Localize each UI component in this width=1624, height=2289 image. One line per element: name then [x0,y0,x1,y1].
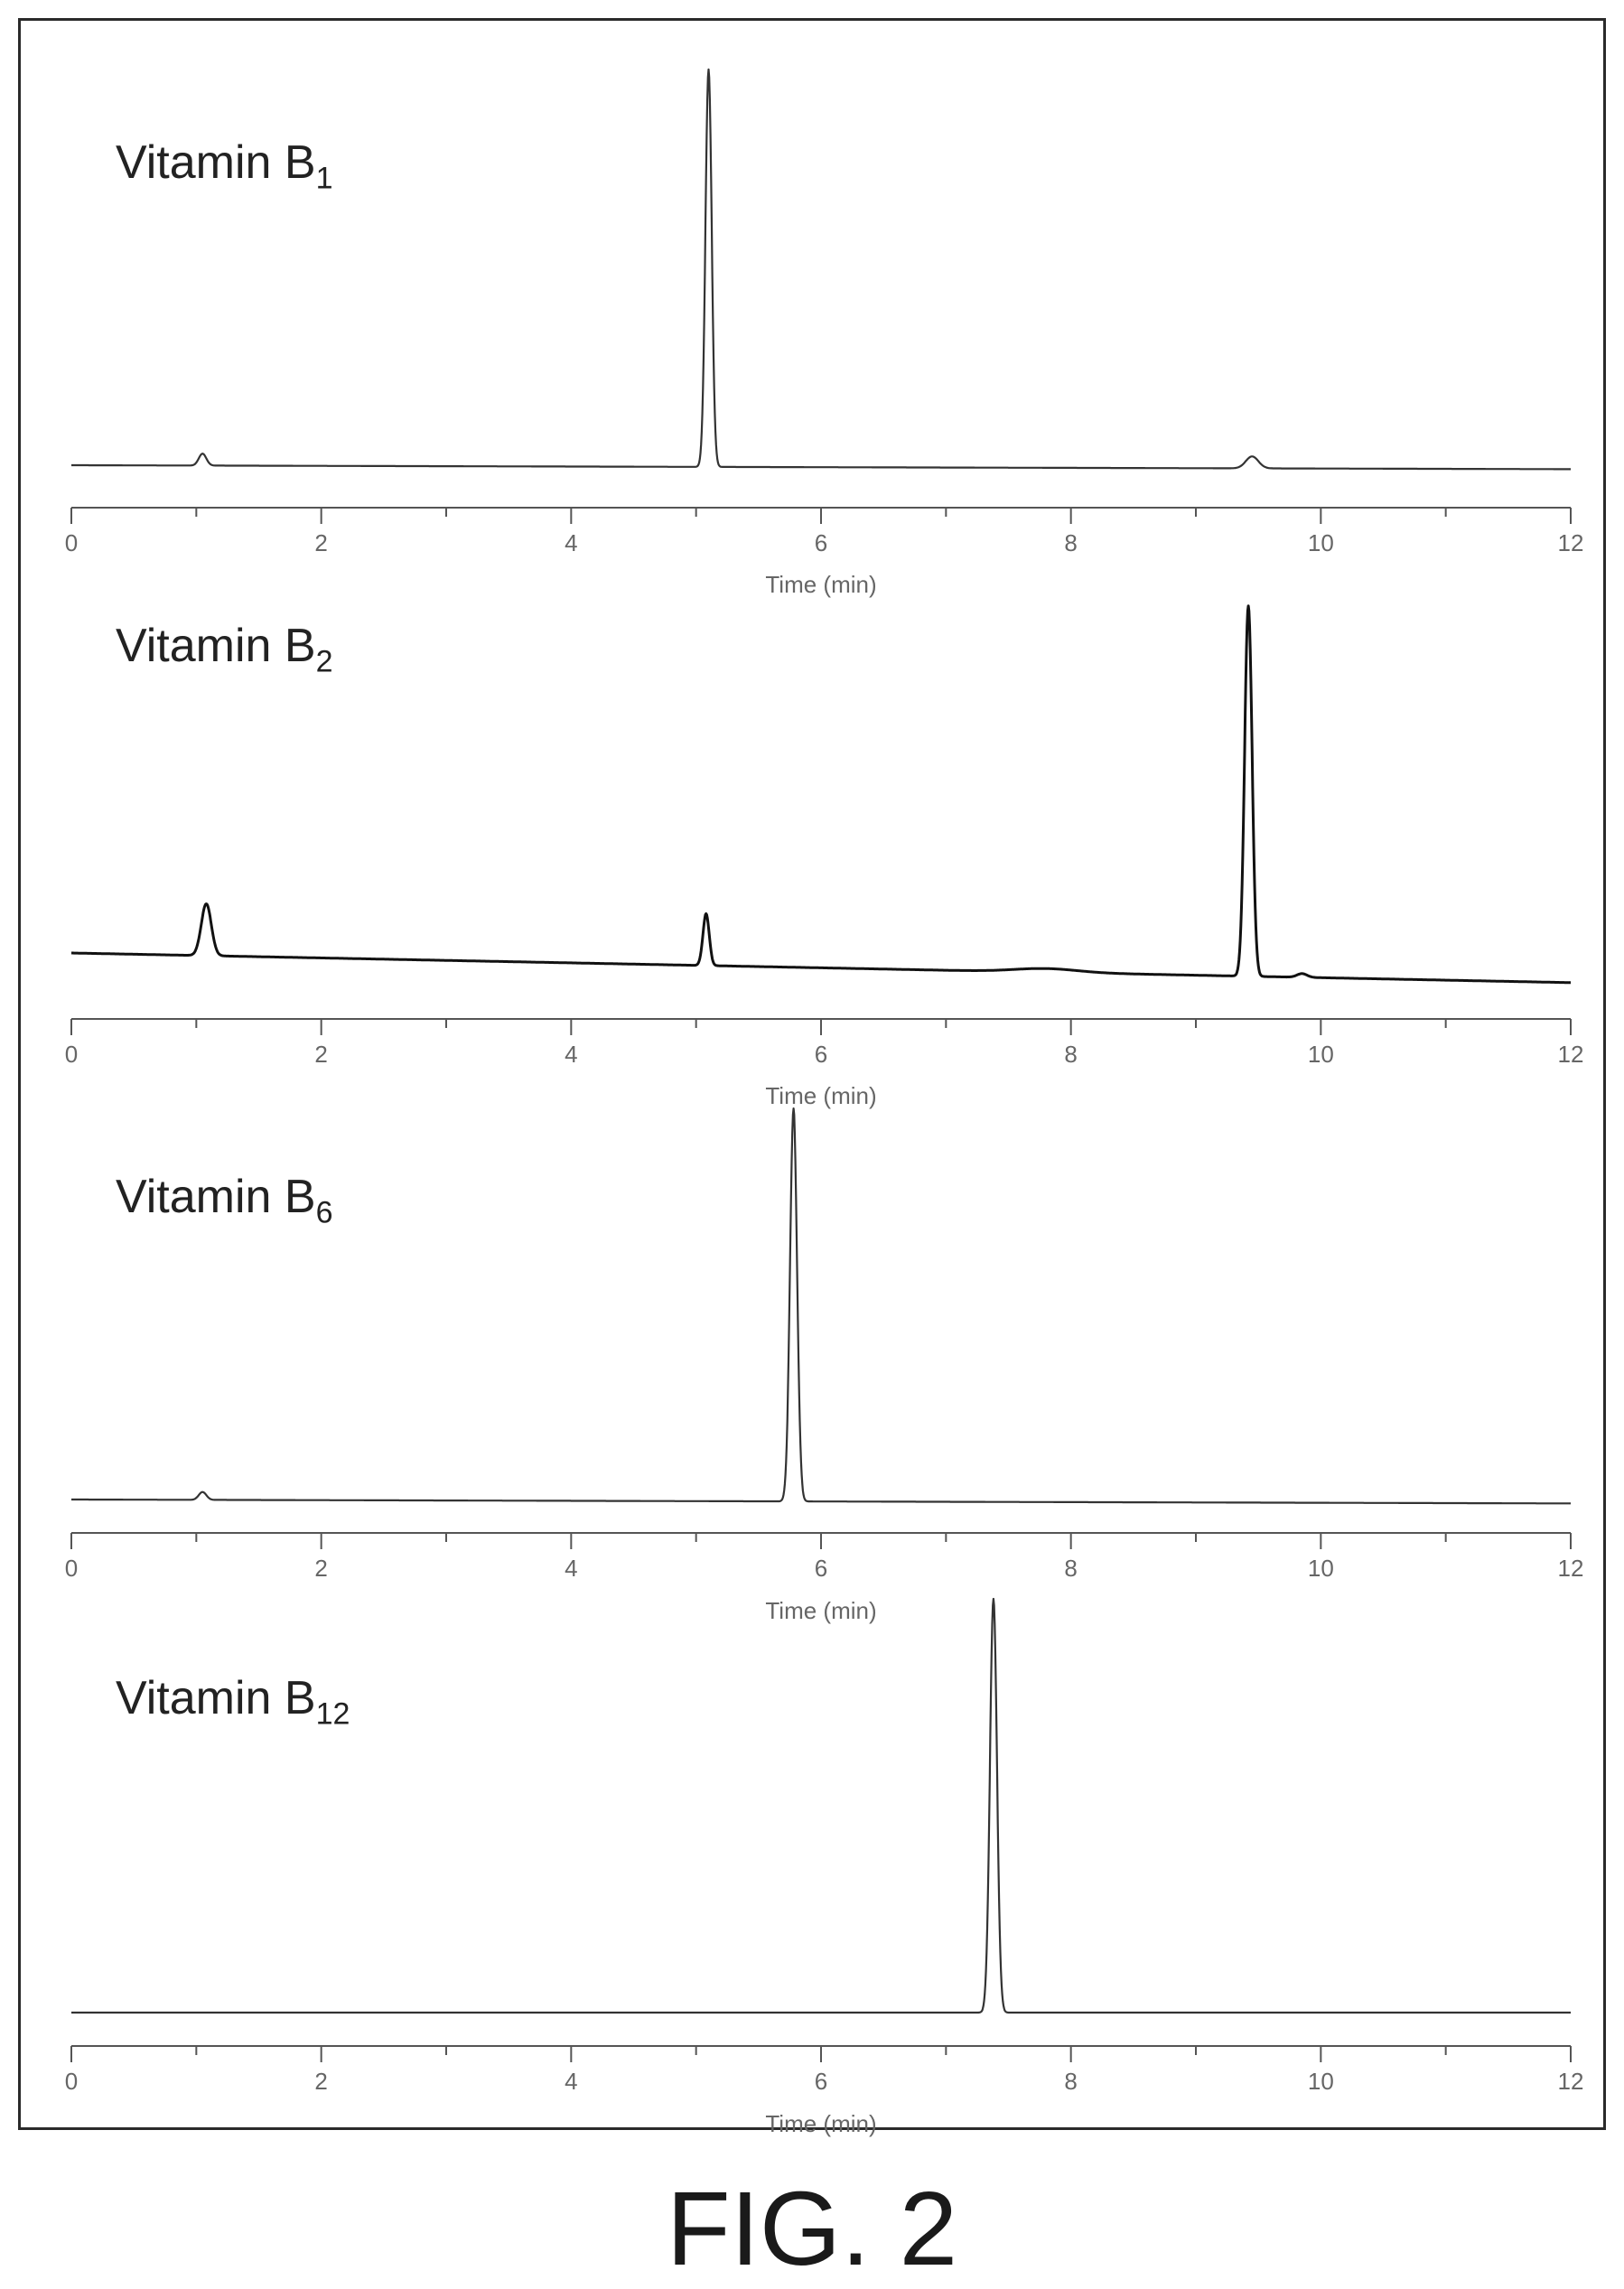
x-tick-label: 0 [65,529,78,556]
figure-caption: FIG. 2 [666,2170,958,2287]
x-tick-label: 8 [1064,529,1077,556]
x-axis-label: Time (min) [765,571,876,598]
panel-label-text: Vitamin B [116,1171,316,1223]
x-tick-label: 10 [1308,1041,1334,1068]
panel-label-subscript: 12 [315,1696,350,1732]
chromatogram-trace [70,68,1572,471]
x-axis-label: Time (min) [765,2110,876,2137]
panel-label-text: Vitamin B [116,1672,316,1724]
x-tick-label: 4 [565,2068,577,2095]
x-tick-label: 6 [815,2068,827,2095]
panel-label-b1: Vitamin B1 [116,135,333,196]
x-tick-label: 12 [1558,2068,1584,2095]
x-tick-label: 2 [314,1041,327,1068]
panel-label-subscript: 1 [315,161,333,196]
x-tick-label: 4 [565,1555,577,1582]
chromatogram-trace [70,604,1572,985]
panel-label-text: Vitamin B [116,136,316,189]
x-tick-label: 8 [1064,1041,1077,1068]
x-tick-label: 2 [314,529,327,556]
panel-label-subscript: 2 [315,644,333,679]
x-tick-label: 12 [1558,529,1584,556]
x-tick-label: 10 [1308,529,1334,556]
x-tick-label: 6 [815,1555,827,1582]
x-tick-label: 10 [1308,1555,1334,1582]
x-tick-label: 4 [565,529,577,556]
x-axis-label: Time (min) [765,1597,876,1624]
x-tick-label: 2 [314,2068,327,2095]
x-tick-label: 6 [815,1041,827,1068]
x-tick-label: 10 [1308,2068,1334,2095]
x-tick-label: 4 [565,1041,577,1068]
x-tick-label: 6 [815,529,827,556]
chromatogram-trace [70,1107,1572,1505]
panel-label-subscript: 6 [315,1195,333,1230]
panel-label-text: Vitamin B [116,620,316,672]
x-tick-label: 0 [65,1041,78,1068]
panel-label-b12: Vitamin B12 [116,1671,350,1732]
x-tick-label: 8 [1064,2068,1077,2095]
panel-label-b6: Vitamin B6 [116,1170,333,1230]
x-tick-label: 2 [314,1555,327,1582]
x-tick-label: 0 [65,2068,78,2095]
figure-frame [18,18,1606,2130]
panel-label-b2: Vitamin B2 [116,619,333,679]
x-tick-label: 8 [1064,1555,1077,1582]
x-tick-label: 0 [65,1555,78,1582]
chromatogram-trace [70,1597,1572,2014]
x-tick-label: 12 [1558,1041,1584,1068]
x-axis-label: Time (min) [765,1082,876,1109]
x-tick-label: 12 [1558,1555,1584,1582]
